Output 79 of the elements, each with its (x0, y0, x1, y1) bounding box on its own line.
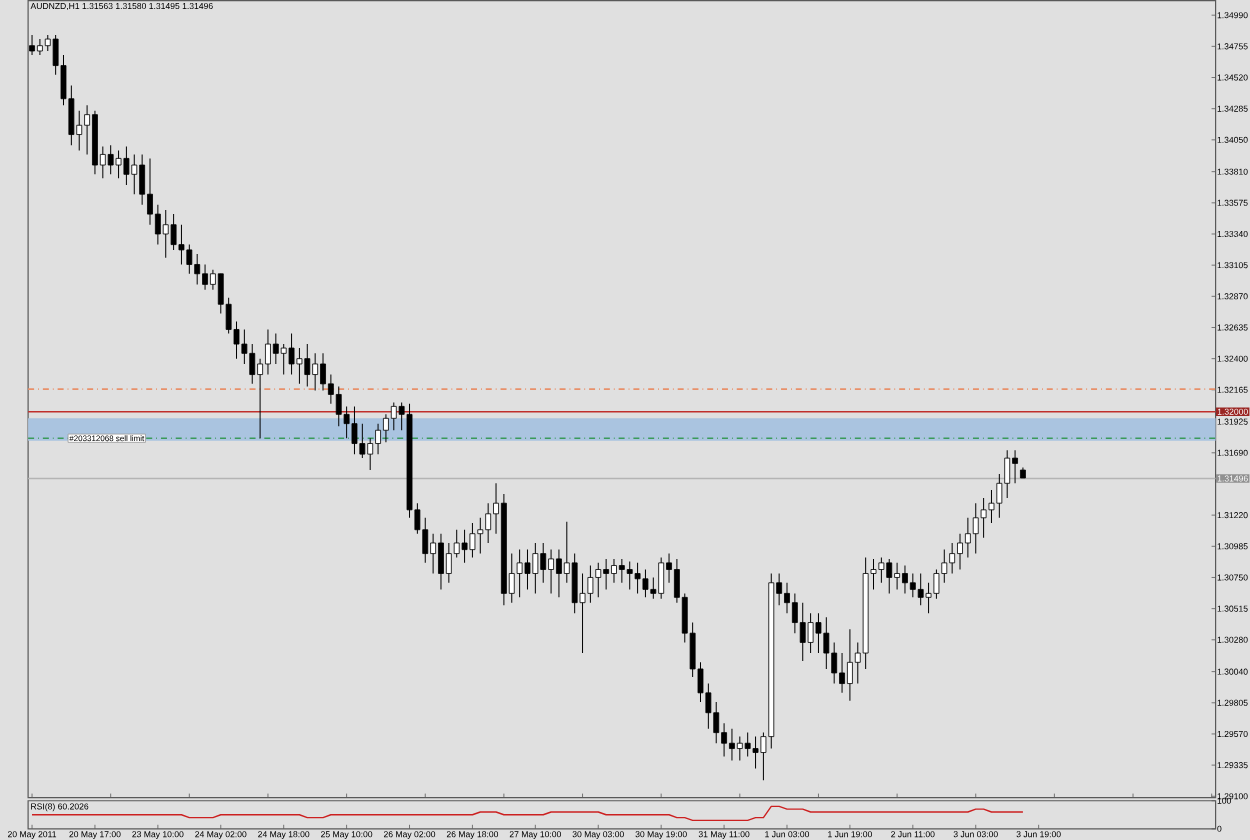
candlestick (909, 572, 916, 598)
candlestick (815, 612, 822, 654)
candlestick (272, 332, 279, 364)
candlestick (1004, 449, 1011, 498)
candlestick (949, 542, 956, 574)
candlestick (131, 153, 138, 195)
candlestick (548, 548, 554, 594)
candlestick (461, 528, 468, 563)
candlestick (115, 149, 122, 179)
candlestick (752, 735, 759, 769)
candlestick (29, 34, 35, 55)
candlestick (422, 516, 429, 563)
candlestick (658, 556, 665, 599)
candlestick (618, 557, 625, 583)
candlestick (902, 564, 908, 594)
candlestick (894, 561, 901, 590)
candlestick (162, 209, 169, 258)
candlestick (186, 243, 193, 274)
candlestick (485, 502, 492, 544)
candlestick (1012, 449, 1018, 484)
candlestick (972, 502, 979, 554)
candlestick (312, 352, 319, 391)
candlestick (430, 532, 437, 574)
candlestick (964, 516, 971, 558)
candlestick (736, 735, 743, 761)
candlestick (170, 213, 177, 250)
candlestick (823, 616, 830, 669)
candlestick (469, 522, 476, 558)
candlestick (359, 422, 366, 459)
candlestick (571, 552, 578, 614)
candlestick (878, 556, 885, 583)
candlestick (296, 347, 303, 384)
candlestick (807, 612, 814, 654)
candlestick (178, 223, 185, 265)
candlestick (957, 532, 963, 570)
candlestick (917, 572, 924, 606)
candlestick (603, 557, 610, 590)
candlestick (249, 343, 256, 384)
candlestick (383, 413, 389, 443)
candlestick (367, 437, 374, 471)
candlestick (516, 548, 523, 598)
candlestick (202, 263, 208, 290)
candlestick (626, 560, 633, 590)
candlestick (288, 332, 295, 375)
candlestick (988, 488, 995, 524)
candlestick (595, 561, 602, 598)
candlestick (107, 144, 114, 175)
candlestick (540, 542, 547, 583)
candlestick (886, 557, 893, 594)
candlestick (980, 496, 987, 538)
candlestick (744, 731, 751, 757)
candlestick (799, 601, 806, 662)
candlestick (335, 385, 342, 427)
candlestick (587, 564, 594, 603)
candlestick (839, 652, 845, 693)
candlestick (831, 641, 838, 684)
candlestick (925, 581, 932, 614)
candlestick (556, 548, 562, 598)
candlestick (477, 516, 484, 554)
candlestick (611, 557, 617, 583)
candlestick (320, 352, 326, 391)
candlestick (642, 568, 649, 598)
candlestick (933, 568, 940, 599)
candlestick (265, 328, 271, 375)
candlestick (351, 405, 358, 455)
candlestick (123, 145, 130, 185)
candlestick (36, 38, 43, 55)
candlestick (634, 561, 641, 594)
candlestick (445, 542, 452, 583)
candlestick (390, 401, 397, 431)
candlestick (375, 422, 381, 455)
candlestick (438, 532, 444, 590)
candlestick (729, 727, 735, 761)
candlestick (304, 343, 311, 387)
candlestick (280, 343, 287, 375)
candlestick (532, 542, 539, 594)
candlestick (524, 548, 531, 590)
candlestick (194, 252, 201, 285)
candlestick (847, 628, 853, 701)
